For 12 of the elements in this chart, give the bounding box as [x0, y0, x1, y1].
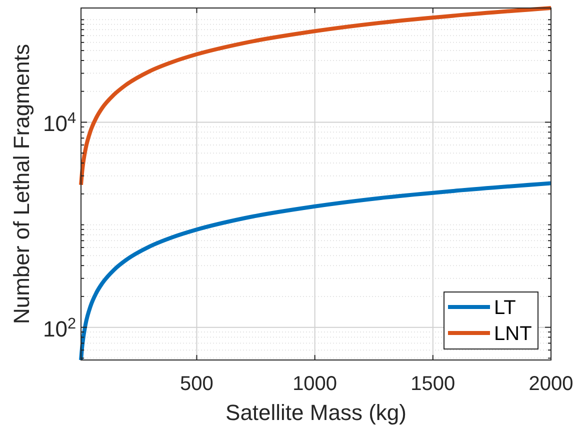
line-series — [79, 181, 553, 362]
x-axis-title: Satellite Mass (kg) — [226, 400, 406, 425]
x-tick-label: 1500 — [410, 373, 456, 395]
x-tick-label: 2000 — [528, 373, 574, 395]
legend-label: LT — [494, 297, 516, 319]
y-tick-label: 10$^{2}$ — [42, 314, 76, 342]
legend-label: LNT — [494, 323, 532, 345]
y-tick-label: 10$^{4}$ — [42, 110, 76, 136]
y-axis-title: Number of Lethal Fragments — [9, 44, 34, 324]
line-series — [79, 6, 553, 187]
x-tick-label: 1000 — [292, 373, 338, 395]
x-tick-label: 500 — [180, 373, 214, 395]
